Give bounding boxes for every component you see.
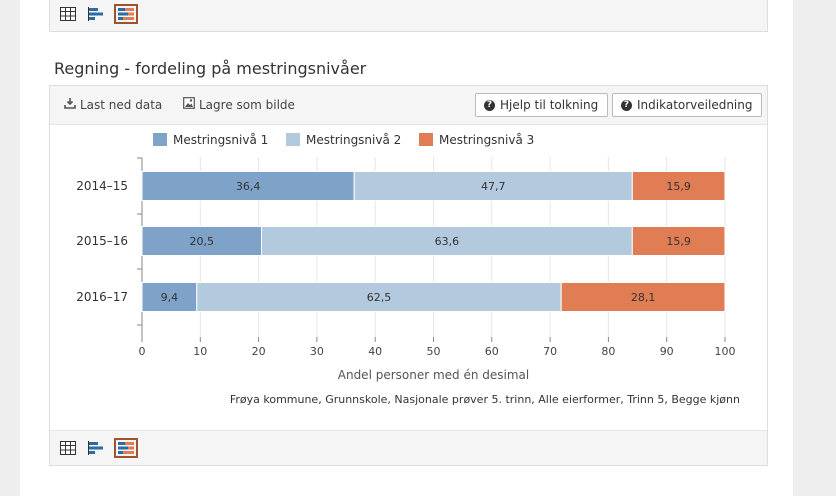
legend-swatch xyxy=(286,133,300,146)
x-tick-label: 10 xyxy=(193,345,207,358)
help-interpretation-label: Hjelp til tolkning xyxy=(500,98,599,112)
data-label: 15,9 xyxy=(666,235,691,248)
data-label: 28,1 xyxy=(631,291,656,304)
x-tick-label: 20 xyxy=(252,345,266,358)
table-icon[interactable] xyxy=(58,5,78,23)
y-category-label: 2014–15 xyxy=(76,179,128,193)
section-title: Regning - fordeling på mestringsnivåer xyxy=(54,59,367,78)
legend-label[interactable]: Mestringsnivå 1 xyxy=(173,133,268,147)
indicator-guide-button[interactable]: ? Indikatorveiledning xyxy=(612,93,762,117)
download-data-label: Last ned data xyxy=(80,97,163,112)
x-tick-label: 100 xyxy=(715,345,736,358)
bar-segment[interactable] xyxy=(631,226,726,256)
view-switcher-top xyxy=(58,4,138,24)
chart-panel: Last ned data Lagre som bilde ? Hjelp ti… xyxy=(49,85,768,466)
bottom-view-bar xyxy=(50,430,767,465)
download-icon xyxy=(64,97,76,112)
x-axis-title: Andel personer med én desimal xyxy=(338,368,530,382)
stacked-bar-chart: Mestringsnivå 1 Mestringsnivå 2 Mestringsn… xyxy=(76,133,736,382)
legend-swatch xyxy=(419,133,433,146)
download-data-link[interactable]: Last ned data xyxy=(64,97,162,112)
stacked-bar-icon[interactable] xyxy=(114,4,138,24)
x-tick-label: 80 xyxy=(601,345,615,358)
data-label: 36,4 xyxy=(236,180,261,193)
bar-segment[interactable] xyxy=(560,282,726,312)
chart-toolbar: Last ned data Lagre som bilde ? Hjelp ti… xyxy=(50,86,767,125)
question-icon: ? xyxy=(621,99,632,111)
bar-segment[interactable] xyxy=(141,282,198,312)
x-tick-label: 50 xyxy=(427,345,441,358)
bar-segment[interactable] xyxy=(631,171,726,201)
x-tick-label: 30 xyxy=(310,345,324,358)
bar-chart-icon[interactable] xyxy=(86,439,106,457)
data-label: 20,5 xyxy=(190,235,215,248)
bar-segment[interactable] xyxy=(141,171,355,201)
bar-segment[interactable] xyxy=(196,282,562,312)
data-label: 63,6 xyxy=(435,235,460,248)
x-tick-label: 60 xyxy=(485,345,499,358)
y-category-label: 2016–17 xyxy=(76,290,128,304)
data-label: 9,4 xyxy=(161,291,179,304)
save-image-link[interactable]: Lagre som bilde xyxy=(183,97,295,112)
data-label: 62,5 xyxy=(367,291,392,304)
data-label: 15,9 xyxy=(666,180,691,193)
image-icon xyxy=(183,97,195,112)
legend-label[interactable]: Mestringsnivå 2 xyxy=(306,133,401,147)
top-view-bar xyxy=(49,0,768,32)
bar-segment[interactable] xyxy=(353,171,633,201)
bar-segment[interactable] xyxy=(141,226,263,256)
save-image-label: Lagre som bilde xyxy=(199,97,295,112)
x-tick-label: 40 xyxy=(368,345,382,358)
indicator-guide-label: Indikatorveiledning xyxy=(637,98,753,112)
stacked-bar-icon[interactable] xyxy=(114,438,138,458)
legend-swatch xyxy=(153,133,167,146)
source-note: Frøya kommune, Grunnskole, Nasjonale prø… xyxy=(229,393,740,406)
view-switcher-bottom xyxy=(58,438,138,458)
table-icon[interactable] xyxy=(58,439,78,457)
x-tick-label: 0 xyxy=(139,345,146,358)
y-category-label: 2015–16 xyxy=(76,234,128,248)
bar-chart-icon[interactable] xyxy=(86,5,106,23)
x-tick-label: 90 xyxy=(660,345,674,358)
legend-label[interactable]: Mestringsnivå 3 xyxy=(439,133,534,147)
data-label: 47,7 xyxy=(481,180,506,193)
question-icon: ? xyxy=(484,99,495,111)
help-interpretation-button[interactable]: ? Hjelp til tolkning xyxy=(475,93,608,117)
x-tick-label: 70 xyxy=(543,345,557,358)
